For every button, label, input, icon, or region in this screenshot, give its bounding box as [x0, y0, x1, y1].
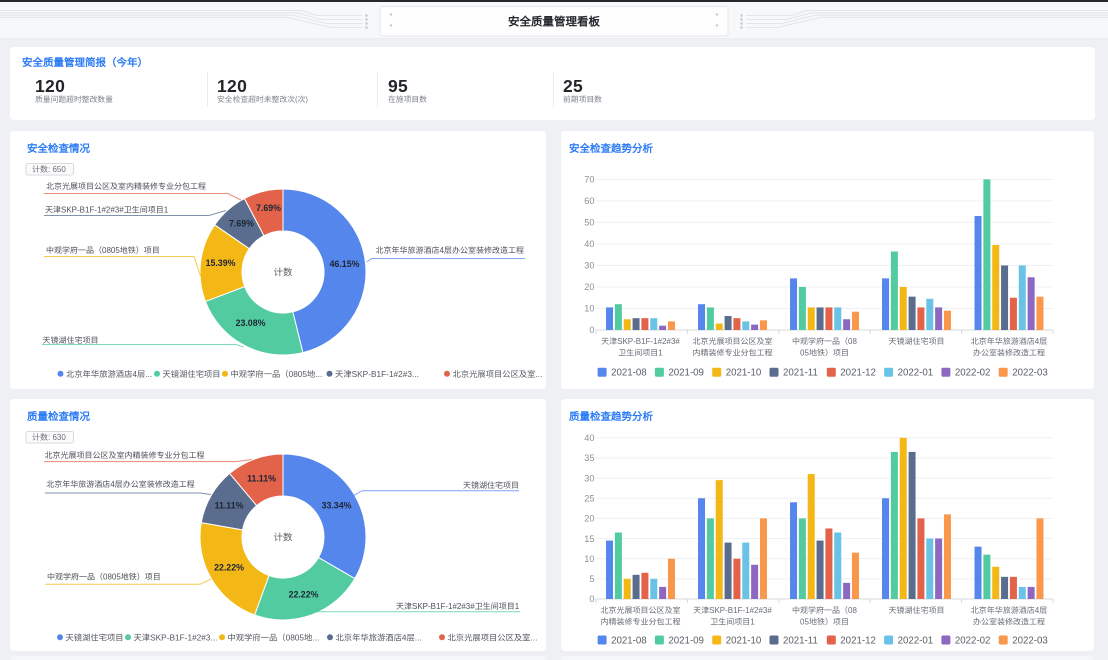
svg-text:2022-01: 2022-01	[898, 635, 934, 646]
svg-text:卫生间项目1: 卫生间项目1	[618, 348, 663, 357]
svg-text:11.11%: 11.11%	[215, 501, 244, 511]
svg-text:北京年华旅游酒店4层: 北京年华旅游酒店4层	[971, 337, 1047, 346]
svg-text:2022-03: 2022-03	[1012, 368, 1048, 379]
svg-text:北京年华旅游酒店4层: 北京年华旅游酒店4层	[971, 606, 1047, 615]
svg-text:天镜湖住宅项目: 天镜湖住宅项目	[889, 337, 945, 346]
svg-text:2021-10: 2021-10	[726, 635, 762, 646]
svg-text:05地铁）项目: 05地铁）项目	[800, 617, 849, 626]
svg-text:2021-12: 2021-12	[840, 635, 876, 646]
svg-text:7.69%: 7.69%	[229, 219, 254, 229]
svg-text:天镜湖住宅项目: 天镜湖住宅项目	[463, 481, 519, 490]
svg-text:15.39%: 15.39%	[206, 258, 236, 268]
svg-text:中观学府一品（08: 中观学府一品（08	[792, 606, 857, 615]
svg-text:天津SKP-B1F-1#2#3...: 天津SKP-B1F-1#2#3...	[134, 632, 218, 642]
svg-text:计数: 计数	[273, 532, 293, 543]
svg-text:5: 5	[589, 574, 594, 584]
svg-text:中观学府一品（0805地铁）项目: 中观学府一品（0805地铁）项目	[47, 572, 161, 581]
svg-text:北京年华旅游酒店4层...: 北京年华旅游酒店4层...	[336, 632, 422, 642]
svg-text:70: 70	[584, 175, 594, 185]
svg-text:11.11%: 11.11%	[247, 474, 276, 484]
svg-text:北京光展项目公区及室内精装修专业分包工程: 北京光展项目公区及室内精装修专业分包工程	[46, 182, 206, 191]
svg-text:30: 30	[584, 261, 594, 271]
svg-text:天镜湖住宅项目: 天镜湖住宅项目	[163, 369, 221, 379]
svg-text:卫生间项目1: 卫生间项目1	[710, 617, 755, 626]
svg-text:北京光展项目公区及室...: 北京光展项目公区及室...	[453, 369, 543, 379]
svg-text:计数: 650: 计数: 650	[32, 165, 66, 174]
svg-text:23.08%: 23.08%	[236, 318, 266, 328]
svg-text:北京年华旅游酒店4层...: 北京年华旅游酒店4层...	[66, 369, 152, 379]
svg-text:天镜湖住宅项目: 天镜湖住宅项目	[43, 336, 99, 345]
svg-text:35: 35	[584, 453, 594, 463]
svg-text:安全检查情况: 安全检查情况	[27, 142, 90, 155]
svg-text:10: 10	[584, 304, 594, 314]
svg-text:2022-03: 2022-03	[1012, 635, 1048, 646]
svg-text:安全检查趋势分析: 安全检查趋势分析	[569, 142, 653, 155]
svg-text:办公室装修改造工程: 办公室装修改造工程	[973, 617, 1045, 626]
svg-text:天津SKP-B1F-1#2#3...: 天津SKP-B1F-1#2#3...	[335, 369, 419, 379]
svg-text:天津SKP-B1F-1#2#3#卫生间项目1: 天津SKP-B1F-1#2#3#卫生间项目1	[45, 206, 169, 215]
svg-text:内精装修专业分包工程: 内精装修专业分包工程	[601, 617, 681, 626]
svg-text:内精装修专业分包工程: 内精装修专业分包工程	[693, 348, 773, 357]
svg-text:2021-10: 2021-10	[726, 368, 762, 379]
svg-text:40: 40	[584, 433, 594, 443]
svg-text:北京光展项目公区及室...: 北京光展项目公区及室...	[448, 632, 538, 642]
svg-text:22.22%: 22.22%	[214, 563, 244, 573]
svg-text:中观学府一品（0805地铁）项目: 中观学府一品（0805地铁）项目	[46, 246, 160, 255]
svg-text:2021-11: 2021-11	[783, 368, 818, 379]
svg-text:2021-09: 2021-09	[668, 368, 704, 379]
svg-text:20: 20	[584, 514, 594, 524]
svg-text:天镜湖住宅项目: 天镜湖住宅项目	[889, 606, 945, 615]
svg-text:天镜湖住宅项目: 天镜湖住宅项目	[66, 632, 124, 642]
svg-text:计数: 630: 计数: 630	[32, 433, 66, 442]
svg-text:15: 15	[584, 534, 594, 544]
svg-text:30: 30	[584, 473, 594, 483]
svg-text:北京光展项目公区及室: 北京光展项目公区及室	[693, 337, 773, 346]
svg-text:2021-08: 2021-08	[611, 368, 647, 379]
svg-text:2022-02: 2022-02	[955, 368, 991, 379]
svg-text:北京光展项目公区及室内精装修专业分包工程: 北京光展项目公区及室内精装修专业分包工程	[45, 451, 205, 460]
svg-text:天津SKP-B1F-1#2#3#卫生间项目1: 天津SKP-B1F-1#2#3#卫生间项目1	[396, 602, 520, 611]
svg-text:天津SKP-B1F-1#2#3#: 天津SKP-B1F-1#2#3#	[693, 606, 772, 615]
svg-text:北京光展项目公区及室: 北京光展项目公区及室	[601, 606, 681, 615]
svg-text:40: 40	[584, 239, 594, 249]
svg-text:2021-12: 2021-12	[840, 368, 876, 379]
svg-text:50: 50	[584, 218, 594, 228]
svg-text:质量检查趋势分析: 质量检查趋势分析	[569, 410, 653, 423]
svg-text:2022-02: 2022-02	[955, 635, 991, 646]
svg-text:10: 10	[584, 554, 594, 564]
svg-text:7.69%: 7.69%	[256, 203, 281, 213]
svg-text:05地铁）项目: 05地铁）项目	[800, 348, 849, 357]
svg-text:0: 0	[589, 325, 594, 335]
svg-text:质量检查情况: 质量检查情况	[27, 410, 90, 423]
svg-text:北京年华旅游酒店4层办公室装修改造工程: 北京年华旅游酒店4层办公室装修改造工程	[376, 246, 524, 255]
svg-text:中观学府一品（08: 中观学府一品（08	[792, 337, 857, 346]
svg-text:计数: 计数	[273, 267, 293, 278]
svg-text:22.22%: 22.22%	[289, 590, 319, 600]
svg-text:天津SKP-B1F-1#2#3#: 天津SKP-B1F-1#2#3#	[601, 337, 680, 346]
svg-text:2021-09: 2021-09	[668, 635, 704, 646]
svg-text:安全质量管理看板: 安全质量管理看板	[508, 15, 600, 29]
svg-text:2021-08: 2021-08	[611, 635, 647, 646]
svg-text:中观学府一品（0805地...: 中观学府一品（0805地...	[231, 369, 323, 379]
svg-text:60: 60	[584, 196, 594, 206]
svg-text:33.34%: 33.34%	[322, 501, 352, 511]
svg-text:0: 0	[589, 594, 594, 604]
svg-text:2021-11: 2021-11	[783, 635, 818, 646]
svg-text:2022-01: 2022-01	[898, 368, 934, 379]
svg-text:46.15%: 46.15%	[330, 259, 360, 269]
svg-text:办公室装修改造工程: 办公室装修改造工程	[973, 348, 1045, 357]
svg-text:20: 20	[584, 282, 594, 292]
svg-text:25: 25	[584, 493, 594, 503]
svg-text:中观学府一品（0805地...: 中观学府一品（0805地...	[228, 632, 320, 642]
svg-text:北京年华旅游酒店4层办公室装修改造工程: 北京年华旅游酒店4层办公室装修改造工程	[46, 480, 194, 489]
